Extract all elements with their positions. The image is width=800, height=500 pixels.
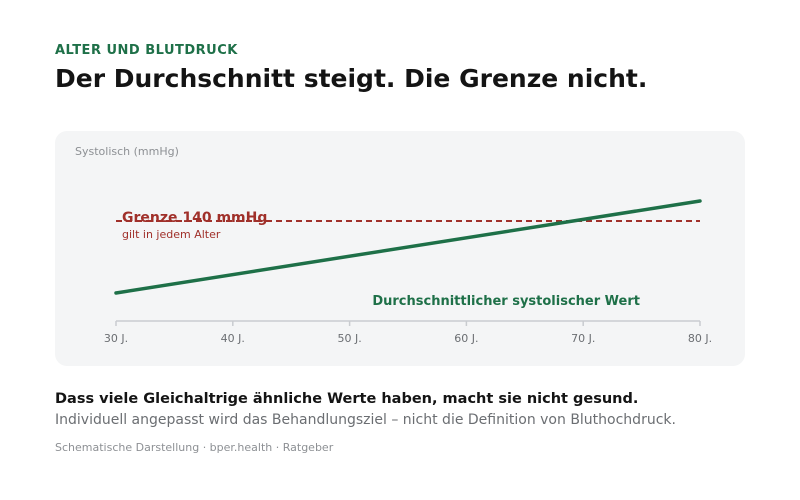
threshold-sublabel: gilt in jedem Alter (122, 228, 221, 241)
kicker: ALTER UND BLUTDRUCK (55, 43, 238, 58)
x-tick-label: 80 J. (688, 332, 712, 345)
y-axis-label: Systolisch (mmHg) (75, 145, 179, 158)
x-tick-label: 40 J. (221, 332, 245, 345)
x-tick-label: 60 J. (454, 332, 478, 345)
source-note: Schematische Darstellung · bper.health ·… (55, 441, 334, 454)
x-tick-label: 50 J. (337, 332, 361, 345)
x-tick-label: 30 J. (104, 332, 128, 345)
series-label: Durchschnittlicher systolischer Wert (372, 294, 640, 309)
x-axis: 30 J. 40 J. 50 J. 60 J. 70 J. 80 J. (104, 320, 712, 345)
chart: Systolisch (mmHg) 30 J. 40 J. 50 J. 60 J. 70… (75, 145, 712, 345)
threshold-label: Grenze 140 mmHg (122, 210, 267, 226)
page-title: Der Durchschnitt steigt. Die Grenze nich… (55, 64, 648, 93)
chart-card: Systolisch (mmHg) 30 J. 40 J. 50 J. 60 J. 70… (55, 131, 745, 366)
x-tick-label: 70 J. (571, 332, 595, 345)
subtext: Individuell angepasst wird das Behandlun… (55, 412, 676, 428)
takeaway-text: Dass viele Gleichaltrige ähnliche Werte … (55, 391, 639, 407)
series-line-average (114, 199, 702, 295)
